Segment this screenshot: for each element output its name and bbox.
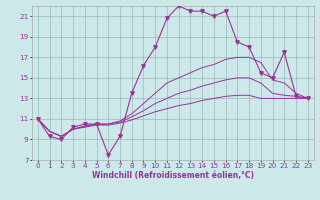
X-axis label: Windchill (Refroidissement éolien,°C): Windchill (Refroidissement éolien,°C) xyxy=(92,171,254,180)
